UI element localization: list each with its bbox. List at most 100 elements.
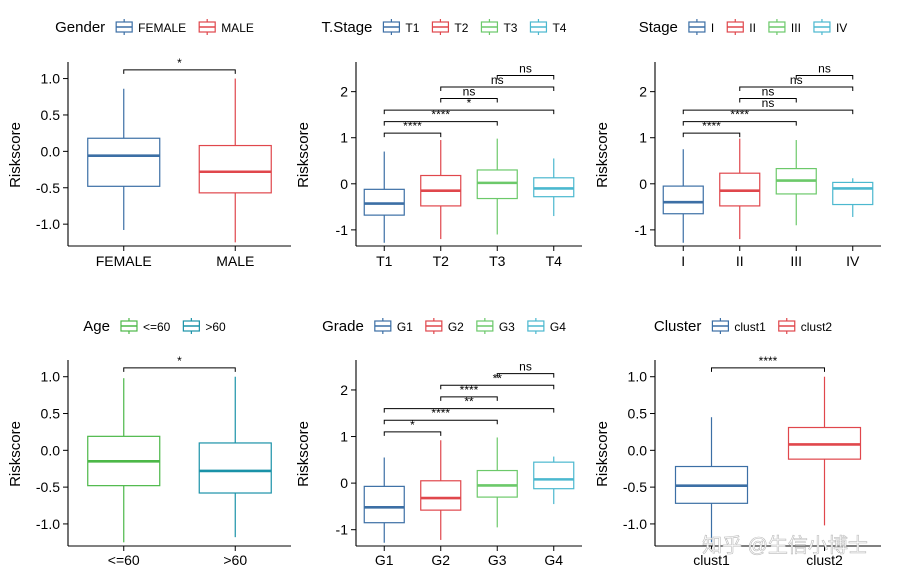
- box-II: [719, 138, 761, 240]
- y-tick-label: 1.0: [41, 369, 61, 385]
- y-tick-label: 0: [340, 176, 348, 192]
- legend-key: [813, 19, 831, 35]
- y-tick-label: 1: [340, 429, 348, 445]
- significance-bracket: ns: [440, 73, 555, 92]
- x-tick-label: T1: [376, 253, 393, 269]
- y-axis-title: Riskscore: [7, 421, 24, 487]
- significance-label: ns: [519, 360, 532, 374]
- y-tick-label: -0.5: [623, 479, 647, 495]
- bracket-line: [682, 109, 854, 115]
- significance-label: **: [493, 371, 503, 385]
- significance-label: **: [464, 395, 474, 409]
- x-tick-label: G2: [431, 552, 450, 568]
- legend-label: G4: [550, 320, 566, 334]
- bracket-line: [383, 408, 555, 413]
- significance-bracket: ns: [739, 73, 854, 92]
- significance-bracket: ns: [795, 62, 854, 80]
- legend-key: [688, 19, 706, 35]
- legend-label: T1: [405, 21, 419, 35]
- legend-label: I: [711, 21, 714, 35]
- y-tick-label: 0: [340, 475, 348, 491]
- significance-label: ****: [759, 354, 778, 368]
- legend-key: [182, 318, 200, 334]
- y-tick-label: 0.5: [628, 406, 648, 422]
- box-iqr: [363, 188, 405, 216]
- legend-title: Grade: [322, 318, 364, 335]
- box-iqr: [533, 461, 575, 490]
- legend-label: G1: [397, 320, 413, 334]
- significance-bracket: ns: [496, 360, 555, 378]
- legend-key: [431, 19, 450, 35]
- box-60: [87, 378, 161, 543]
- x-tick-label: II: [736, 253, 744, 269]
- significance-label: ****: [431, 406, 450, 420]
- box-MALE: [198, 78, 272, 243]
- significance-bracket: ****: [682, 108, 797, 126]
- significance-label: ns: [762, 96, 775, 110]
- bracket-line: [383, 132, 442, 138]
- y-tick-label: 0.5: [41, 107, 61, 123]
- x-tick-label: T2: [433, 253, 450, 269]
- legend-key: [480, 19, 499, 35]
- legend-key: [425, 318, 443, 334]
- x-tick-label: I: [681, 253, 685, 269]
- y-tick-label: 1.0: [628, 369, 648, 385]
- bracket-line: [440, 396, 498, 401]
- significance-bracket: *: [383, 96, 555, 115]
- significance-label: ns: [463, 85, 476, 99]
- significance-bracket: *: [123, 56, 236, 74]
- box-iqr: [662, 185, 704, 215]
- significance-bracket: ****: [711, 354, 825, 372]
- x-tick-label: <=60: [108, 552, 140, 568]
- legend-key: [527, 318, 545, 334]
- y-axis-title: Riskscore: [295, 421, 312, 487]
- significance-bracket: ****: [682, 119, 741, 138]
- bracket-line: [383, 431, 442, 436]
- legend-label: FEMALE: [138, 21, 186, 35]
- x-tick-label: T3: [489, 253, 506, 269]
- legend-title: Cluster: [654, 318, 702, 335]
- x-tick-label: G1: [375, 552, 394, 568]
- x-tick-label: G4: [544, 552, 563, 568]
- legend-key: [120, 318, 138, 334]
- y-tick-label: 0.0: [628, 442, 648, 458]
- significance-label: ns: [491, 73, 504, 87]
- legend-label: G2: [448, 320, 464, 334]
- bracket-line: [795, 75, 854, 80]
- bracket-line: [739, 86, 854, 92]
- box-iqr: [832, 181, 874, 206]
- box-iqr: [363, 485, 405, 524]
- x-tick-label: MALE: [216, 253, 254, 269]
- significance-label: *: [467, 96, 472, 110]
- significance-bracket: ****: [383, 119, 442, 138]
- bracket-line: [383, 419, 498, 425]
- significance-bracket: ****: [383, 108, 498, 126]
- x-tick-label: FEMALE: [96, 253, 152, 269]
- x-tick-label: clust2: [806, 552, 843, 568]
- box-iqr: [476, 169, 518, 200]
- legend: Cluster clust1 clust2: [654, 318, 832, 335]
- y-tick-label: 1.0: [41, 71, 61, 87]
- bracket-line: [440, 98, 498, 103]
- x-tick-label: >60: [223, 552, 247, 568]
- significance-bracket: ns: [440, 85, 498, 103]
- significance-label: ****: [730, 108, 749, 122]
- bracket-line: [682, 132, 741, 138]
- y-tick-label: -0.5: [36, 479, 60, 495]
- bracket-line: [739, 98, 797, 103]
- significance-label: ****: [431, 108, 450, 122]
- significance-bracket: ns: [739, 85, 797, 103]
- legend: T.Stage T1 T2 T3 T4: [322, 19, 567, 36]
- significance-label: ns: [818, 62, 831, 76]
- bracket-line: [123, 367, 236, 372]
- legend-label: <=60: [143, 320, 171, 334]
- y-tick-label: -1.0: [623, 516, 647, 532]
- significance-bracket: *: [383, 418, 442, 436]
- y-tick-label: -1.0: [36, 216, 60, 232]
- y-tick-label: -1: [635, 222, 648, 238]
- box-T1: [363, 151, 405, 243]
- legend-label: III: [791, 21, 801, 35]
